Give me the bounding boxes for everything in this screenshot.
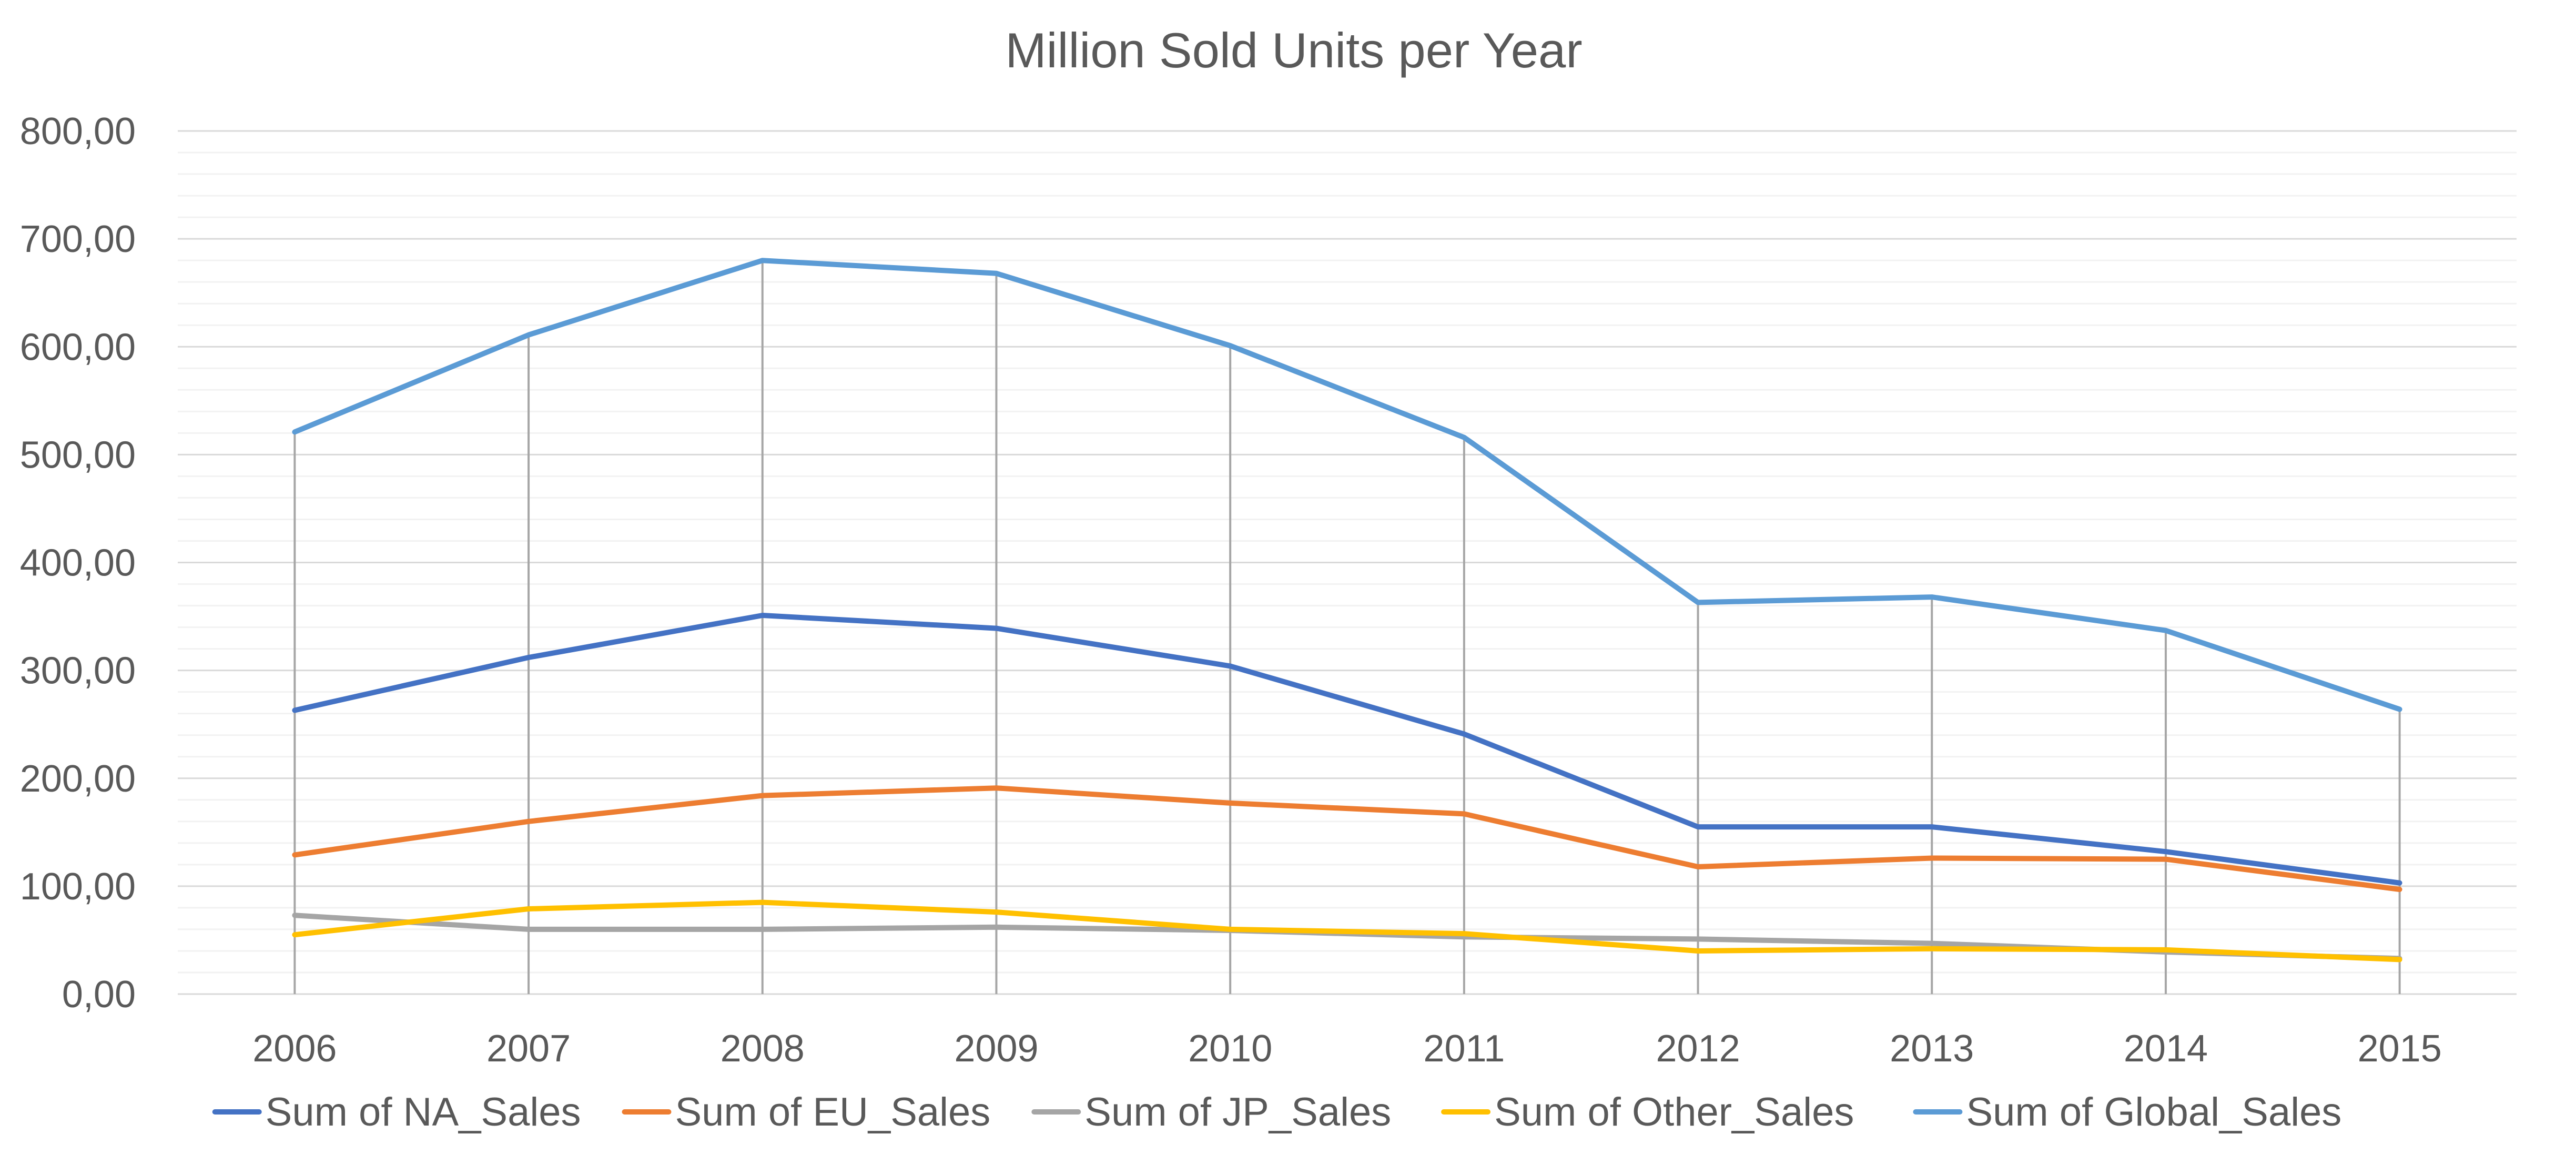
legend-item: Sum of EU_Sales	[622, 1090, 990, 1135]
x-tick-label: 2008	[721, 1028, 805, 1070]
legend-label: Sum of Global_Sales	[1966, 1090, 2341, 1135]
x-tick-label: 2010	[1188, 1028, 1272, 1070]
legend-label: Sum of JP_Sales	[1084, 1090, 1391, 1135]
y-tick-label: 800,00	[20, 110, 136, 153]
legend-label: Sum of Other_Sales	[1494, 1090, 1854, 1135]
x-tick-label: 2014	[2124, 1028, 2208, 1070]
series-line-2	[292, 785, 2402, 892]
legend-item: Sum of JP_Sales	[1031, 1090, 1391, 1135]
x-tick-label: 2009	[954, 1028, 1038, 1070]
y-tick-label: 300,00	[20, 650, 136, 692]
legend-item: Sum of Other_Sales	[1441, 1090, 1854, 1135]
x-tick-label: 2006	[252, 1028, 337, 1070]
y-tick-label: 100,00	[20, 866, 136, 908]
y-tick-label: 0,00	[62, 974, 136, 1016]
drop-lines	[293, 260, 2401, 994]
x-tick-label: 2013	[1890, 1028, 1974, 1070]
legend-label: Sum of NA_Sales	[266, 1090, 581, 1135]
y-tick-label: 400,00	[20, 542, 136, 584]
x-axis: 2006 2007 2008 2009 2010 2011 2012 2013 2014 2015	[252, 1028, 2441, 1070]
y-tick-label: 500,00	[20, 434, 136, 476]
legend-label: Sum of EU_Sales	[675, 1090, 990, 1135]
y-tick-label: 600,00	[20, 326, 136, 368]
legend: Sum of NA_Sales Sum of EU_Sales Sum of JP_…	[212, 1090, 2341, 1135]
legend-item: Sum of NA_Sales	[212, 1090, 581, 1135]
x-tick-label: 2012	[1656, 1028, 1740, 1070]
x-tick-label: 2015	[2358, 1028, 2442, 1070]
series-line-1	[292, 613, 2402, 886]
y-tick-label: 700,00	[20, 218, 136, 260]
series-line-5	[292, 258, 2402, 712]
legend-item: Sum of Global_Sales	[1913, 1090, 2341, 1135]
x-tick-label: 2011	[1423, 1028, 1505, 1070]
y-axis: 0,00 100,00 200,00 300,00 400,00 500,00 600,00…	[20, 110, 136, 1016]
chart-title: Million Sold Units per Year	[1005, 23, 1582, 78]
x-tick-label: 2007	[486, 1028, 571, 1070]
series-lines	[292, 258, 2402, 963]
series-line-4	[292, 899, 2402, 963]
y-tick-label: 200,00	[20, 758, 136, 800]
